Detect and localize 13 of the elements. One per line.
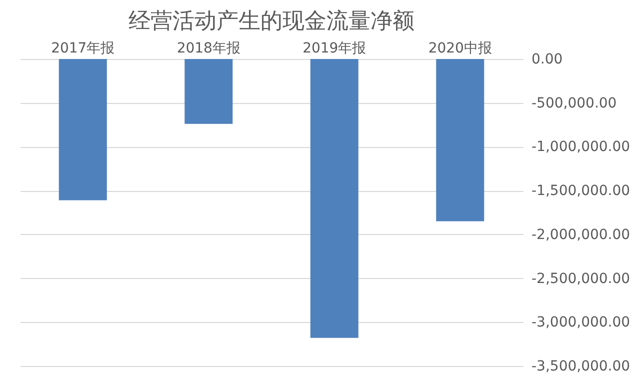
x-tick-label: 2017年报 — [51, 40, 115, 56]
x-tick-label: 2019年报 — [302, 40, 366, 56]
y-tick-label: -2,500,000.00 — [532, 270, 630, 287]
x-tick-label: 2018年报 — [176, 40, 240, 56]
y-tick-label: -1,500,000.00 — [532, 183, 630, 200]
y-tick-label: -500,000.00 — [532, 95, 617, 112]
y-tick-label: 0.00 — [532, 52, 563, 68]
chart-title: 经营活动产生的现金流量净额 — [128, 9, 414, 34]
y-tick-label: -3,500,000.00 — [532, 358, 630, 374]
y-tick-label: -3,000,000.00 — [532, 314, 630, 331]
y-tick-label: -2,000,000.00 — [532, 226, 630, 243]
x-tick-label: 2020中报 — [428, 40, 492, 56]
y-tick-label: -1,000,000.00 — [532, 139, 630, 156]
